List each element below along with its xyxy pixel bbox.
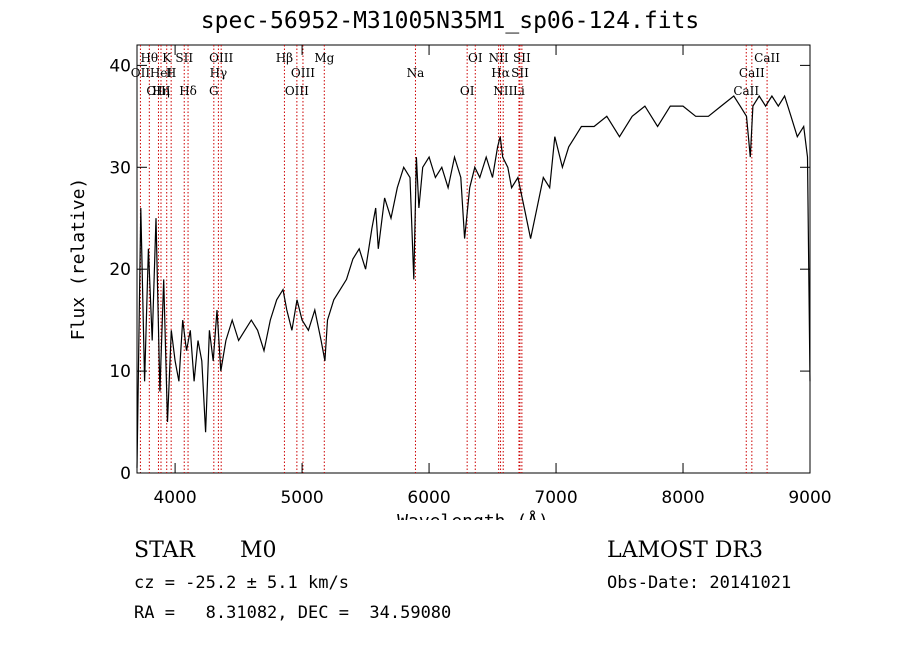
spectral-line-label: Hβ [276, 51, 293, 65]
y-tick-label: 30 [109, 158, 131, 178]
survey-name: LAMOST DR3 [607, 538, 763, 563]
redshift-readout: cz = -25.2 ± 5.1 km/s [134, 573, 349, 593]
spectral-line-label: OIII [291, 66, 315, 80]
spectral-line-label: HeI [150, 66, 173, 80]
x-tick-label: 4000 [153, 488, 196, 508]
spectral-line-label: H [166, 66, 176, 80]
x-tick-label: 9000 [788, 488, 831, 508]
observation-date: Obs-Date: 20141021 [607, 573, 792, 593]
spectral-line-label: Hδ [179, 84, 197, 98]
spectral-line-label: Mg [314, 51, 334, 65]
spectrum-chart: HθOIIOIIIKHeIHηSIIHHδOIIIHγGHβOIIIOIIIMg… [68, 44, 832, 520]
object-subclass: M0 [240, 538, 277, 563]
spectral-line-label: OIII [146, 84, 170, 98]
spectral-line-label: OIII [209, 51, 233, 65]
spectral-line-label: Li [513, 84, 525, 98]
spectral-line-markers [139, 45, 768, 473]
spectral-line-label: Hη [152, 84, 170, 98]
y-tick-label: 0 [120, 464, 131, 484]
spectrum-series [136, 94, 811, 468]
spectral-line-label: Na [407, 66, 425, 80]
spectral-line-label: SII [511, 66, 529, 80]
x-tick-label: 8000 [661, 488, 704, 508]
spectral-line-label: Hθ [140, 51, 158, 65]
coordinates-readout: RA = 8.31082, DEC = 34.59080 [134, 603, 452, 623]
x-tick-label: 5000 [280, 488, 323, 508]
spectral-line-label: OI [460, 84, 475, 98]
spectral-line-label: K [162, 51, 172, 65]
spectral-line-label: SII [513, 51, 531, 65]
spectral-line-label: OII [131, 66, 151, 80]
y-tick-label: 10 [109, 362, 131, 382]
x-tick-label: 6000 [407, 488, 450, 508]
plot-frame [136, 44, 811, 474]
spectral-line-label: Hα [491, 66, 510, 80]
object-class: STAR [134, 538, 195, 563]
spectral-line-label: OIII [285, 84, 309, 98]
y-tick-label: 40 [109, 56, 131, 76]
spectral-line-label: NII [489, 51, 509, 65]
y-axis-label: Flux (relative) [68, 178, 89, 341]
spectral-line-label: CaII [754, 51, 780, 65]
spectral-line-label: OI [468, 51, 483, 65]
chart-title: spec-56952-M31005N35M1_sp06-124.fits [200, 8, 700, 34]
spectral-line-label: CaII [733, 84, 759, 98]
spectral-line-label: CaII [739, 66, 765, 80]
y-tick-label: 20 [109, 260, 131, 280]
x-tick-label: 7000 [534, 488, 577, 508]
spectral-line-labels: HθOIIOIIIKHeIHηSIIHHδOIIIHγGHβOIIIOIIIMg… [131, 51, 780, 98]
x-axis-label: Wavelength (Å) [397, 510, 549, 520]
spectral-line-label: NII [493, 84, 513, 98]
axis-ticks: 4000 5000 6000 7000 8000 9000 0 10 20 30 40 [109, 45, 832, 508]
spectral-line-label: SII [175, 51, 193, 65]
spectral-line-label: Hγ [210, 66, 228, 80]
spectral-line-label: G [209, 84, 219, 98]
